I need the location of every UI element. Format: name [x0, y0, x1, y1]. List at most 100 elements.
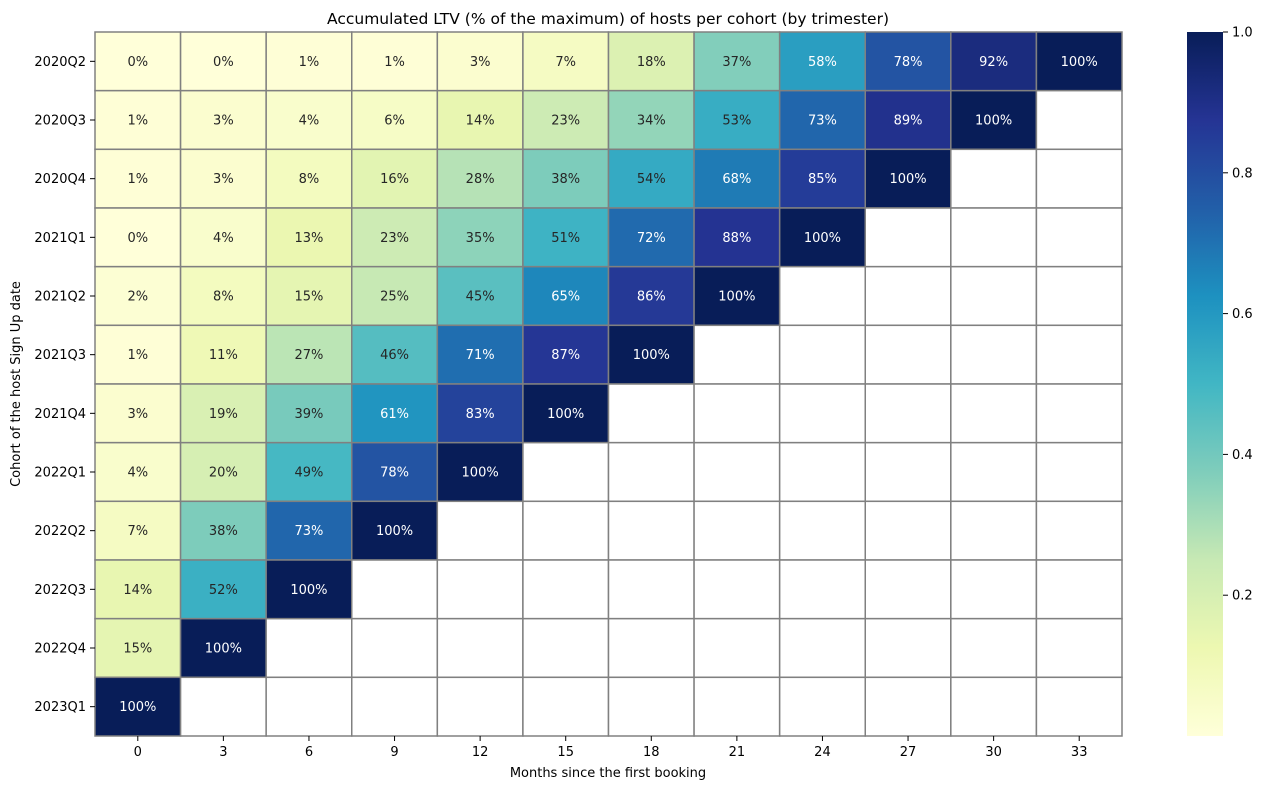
heatmap-cell	[864, 89, 952, 151]
cell-value-label: 100%	[889, 172, 926, 187]
cell-value-label: 100%	[376, 524, 413, 539]
y-tick-label: 2020Q2	[34, 55, 86, 70]
cell-value-label: 100%	[119, 700, 156, 715]
cell-value-label: 2%	[127, 290, 148, 305]
cell-value-label: 15%	[123, 642, 152, 657]
cell-value-label: 4%	[213, 231, 234, 246]
heatmap-cell	[950, 500, 1038, 561]
heatmap-cell	[693, 148, 781, 209]
cell-value-label: 46%	[380, 348, 409, 363]
heatmap-cell	[607, 265, 695, 327]
heatmap-cell	[1035, 31, 1123, 92]
cell-value-label: 100%	[804, 231, 841, 246]
y-tick-label: 2022Q2	[34, 524, 86, 539]
heatmap-cell	[607, 676, 695, 737]
cell-value-label: 58%	[808, 55, 837, 70]
cell-value-label: 86%	[637, 290, 666, 305]
cell-value-label: 54%	[637, 172, 666, 187]
heatmap-cell	[693, 559, 781, 620]
heatmap-cell	[607, 559, 695, 620]
heatmap-cell	[265, 559, 353, 620]
heatmap-cell	[693, 324, 781, 385]
heatmap-cell	[436, 676, 524, 737]
cell-value-label: 25%	[380, 290, 409, 305]
heatmap-cell	[94, 676, 182, 737]
heatmap-cell	[436, 89, 524, 151]
heatmap-cell	[265, 207, 353, 268]
cell-value-label: 0%	[127, 55, 148, 70]
heatmap-cell	[522, 207, 610, 268]
heatmap-cell	[436, 324, 524, 385]
heatmap-cell	[864, 324, 952, 385]
heatmap-cell	[522, 500, 610, 561]
heatmap-cell	[950, 617, 1038, 679]
cell-value-label: 13%	[295, 231, 324, 246]
heatmap-cell	[778, 500, 866, 561]
heatmap-cell	[351, 500, 439, 561]
heatmap-cell	[950, 559, 1038, 620]
heatmap-cell	[950, 265, 1038, 327]
cell-value-label: 16%	[380, 172, 409, 187]
cell-value-label: 34%	[637, 114, 666, 129]
cell-value-label: 3%	[213, 114, 234, 129]
heatmap-cell	[179, 89, 267, 151]
cell-value-label: 1%	[127, 172, 148, 187]
cell-value-label: 35%	[466, 231, 495, 246]
heatmap-cell	[950, 441, 1038, 503]
cell-value-label: 61%	[380, 407, 409, 422]
cell-value-label: 23%	[551, 114, 580, 129]
heatmap-cell	[265, 265, 353, 327]
heatmap-cell	[1035, 324, 1123, 385]
heatmap-cell	[351, 676, 439, 737]
heatmap-cell	[693, 31, 781, 92]
heatmap-cell	[778, 617, 866, 679]
cell-value-label: 73%	[808, 114, 837, 129]
heatmap-cell	[179, 676, 267, 737]
heatmap-cell	[351, 265, 439, 327]
heatmap-cell	[179, 559, 267, 620]
cell-value-label: 100%	[1061, 55, 1098, 70]
heatmap-cell	[351, 324, 439, 385]
colorbar: 0.2 0.4 0.6 0.8 1.0	[1187, 26, 1253, 736]
heatmap-cell	[351, 207, 439, 268]
heatmap-cell	[778, 265, 866, 327]
colorbar-tick-label: 0.8	[1232, 166, 1253, 181]
cell-value-label: 1%	[299, 55, 320, 70]
cell-value-label: 19%	[209, 407, 238, 422]
x-tick-label: 0	[134, 745, 142, 760]
heatmap-cell	[693, 500, 781, 561]
heatmap-cell	[436, 148, 524, 209]
heatmap-cell	[778, 441, 866, 503]
colorbar-tick-label: 0.2	[1232, 589, 1253, 604]
cell-value-label: 20%	[209, 466, 238, 481]
cell-value-label: 1%	[384, 55, 405, 70]
heatmap-cell-labels: 0% 0% 1% 1% 3% 7% 18% 37% 58% 78% 92% 100% 1% 3% 4% 6% 1…	[119, 55, 1098, 715]
heatmap-cell	[436, 265, 524, 327]
heatmap-cell	[351, 617, 439, 679]
heatmap-cells	[94, 31, 1123, 737]
cell-value-label: 0%	[213, 55, 234, 70]
heatmap-cell	[950, 383, 1038, 444]
y-tick-label: 2022Q4	[34, 642, 86, 657]
heatmap-cell	[864, 500, 952, 561]
heatmap-cell	[522, 324, 610, 385]
heatmap-cell	[1035, 500, 1123, 561]
cell-value-label: 11%	[209, 348, 238, 363]
chart-title: Accumulated LTV (% of the maximum) of ho…	[327, 10, 889, 28]
cell-value-label: 1%	[127, 348, 148, 363]
y-tick-label: 2021Q4	[34, 407, 86, 422]
heatmap-cell	[864, 383, 952, 444]
heatmap-cell	[950, 324, 1038, 385]
cell-value-label: 71%	[466, 348, 495, 363]
cell-value-label: 100%	[975, 114, 1012, 129]
heatmap-cell	[778, 383, 866, 444]
heatmap-cell	[607, 500, 695, 561]
heatmap-cell	[864, 265, 952, 327]
heatmap-cell	[864, 676, 952, 737]
cell-value-label: 27%	[295, 348, 324, 363]
heatmap-cell	[1035, 383, 1123, 444]
x-tick-label: 33	[1071, 745, 1088, 760]
heatmap-cell	[607, 441, 695, 503]
cell-value-label: 72%	[637, 231, 666, 246]
